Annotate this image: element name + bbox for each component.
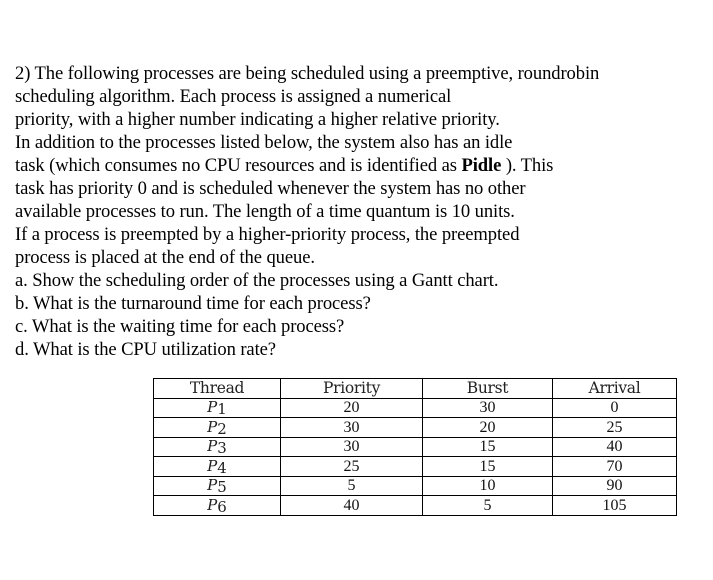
question-line-4: In addition to the processes listed belo… — [15, 132, 513, 153]
question-line-3: priority, with a higher number indicatin… — [15, 109, 500, 130]
table-header-row: Thread Priority Burst Arrival — [153, 378, 677, 399]
cell-priority: 20 — [280, 397, 423, 418]
cell-thread: P3 — [153, 436, 281, 457]
table-row: P5 5 10 90 — [153, 475, 677, 496]
cell-arrival: 40 — [552, 436, 677, 457]
sub-question-b: b. What is the turnaround time for each … — [15, 293, 371, 314]
question-line-5: task (which consumes no CPU resources an… — [15, 154, 705, 177]
question-line-6: task has priority 0 and is scheduled whe… — [15, 178, 526, 199]
cell-priority: 25 — [280, 456, 423, 477]
cell-thread: P4 — [153, 456, 281, 477]
cell-arrival: 25 — [552, 417, 677, 438]
cell-burst: 15 — [422, 456, 553, 477]
question-line-1: 2) The following processes are being sch… — [15, 63, 600, 84]
cell-burst: 5 — [422, 495, 553, 516]
cell-thread: P6 — [153, 495, 281, 516]
cell-thread: P1 — [153, 397, 281, 418]
question-line-2: scheduling algorithm. Each process is as… — [15, 86, 452, 107]
cell-thread: P5 — [153, 475, 281, 496]
table-row: P4 25 15 70 — [153, 456, 677, 477]
cell-arrival: 70 — [552, 456, 677, 477]
question-line-8: If a process is preempted by a higher-pr… — [15, 224, 520, 245]
question-line-5-suffix: ). This — [501, 155, 554, 176]
table-row: P1 20 30 0 — [153, 397, 677, 418]
cell-priority: 5 — [280, 475, 423, 496]
question-text: 2) The following processes are being sch… — [15, 62, 705, 361]
cell-priority: 30 — [280, 436, 423, 457]
cell-arrival: 105 — [552, 495, 677, 516]
question-line-7: available processes to run. The length o… — [15, 201, 515, 222]
sub-question-d: d. What is the CPU utilization rate? — [15, 339, 276, 360]
table-row: P3 30 15 40 — [153, 436, 677, 457]
header-burst: Burst — [422, 378, 553, 399]
cell-arrival: 0 — [552, 397, 677, 418]
cell-burst: 10 — [422, 475, 553, 496]
sub-question-a: a. Show the scheduling order of the proc… — [15, 270, 499, 291]
cell-priority: 30 — [280, 417, 423, 438]
sub-question-c: c. What is the waiting time for each pro… — [15, 316, 345, 337]
cell-burst: 15 — [422, 436, 553, 457]
header-priority: Priority — [280, 378, 423, 399]
header-arrival: Arrival — [552, 378, 677, 399]
idle-task-name: Pidle — [461, 155, 502, 176]
table-row: P6 40 5 105 — [153, 495, 677, 516]
cell-burst: 30 — [422, 397, 553, 418]
cell-priority: 40 — [280, 495, 423, 516]
header-thread: Thread — [153, 378, 281, 399]
question-line-9: process is placed at the end of the queu… — [15, 247, 315, 268]
cell-burst: 20 — [422, 417, 553, 438]
table-row: P2 30 20 25 — [153, 417, 677, 438]
cell-thread: P2 — [153, 417, 281, 438]
process-table: Thread Priority Burst Arrival P1 20 30 0… — [153, 378, 677, 516]
question-line-5-prefix: task (which consumes no CPU resources an… — [15, 155, 462, 176]
cell-arrival: 90 — [552, 475, 677, 496]
